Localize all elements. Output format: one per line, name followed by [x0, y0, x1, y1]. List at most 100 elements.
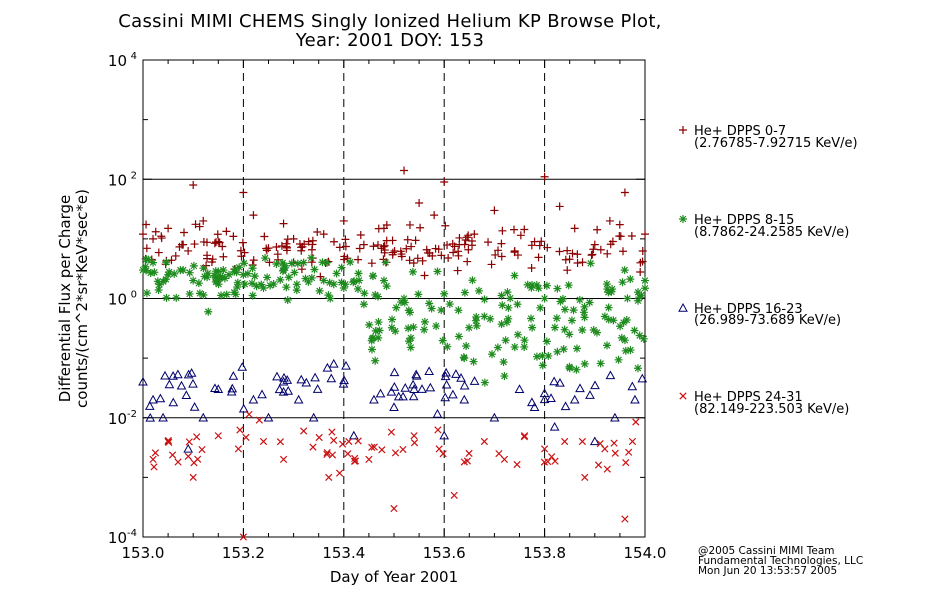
series-1-sample-22 — [176, 266, 185, 275]
series-0-point-20 — [430, 211, 439, 220]
series-2-point-9 — [263, 412, 274, 422]
series-0-sample-36 — [282, 246, 291, 255]
series-2-sample-53 — [310, 372, 320, 382]
series-1-sample-220 — [381, 258, 390, 267]
series-3-sample-4 — [387, 428, 396, 436]
series-3-sample-22 — [150, 463, 158, 471]
series-3-point-11 — [365, 455, 373, 464]
series-2-sample-47 — [160, 370, 170, 380]
series-1-sample-125 — [409, 323, 418, 332]
series-3-point-20 — [561, 437, 569, 446]
series-2-sample-8 — [408, 391, 419, 401]
y-axis-title: Differential Flux per Charge — [56, 195, 74, 403]
legend-marker-0 — [679, 126, 687, 134]
series-2-sample-65 — [469, 376, 480, 385]
y-tick-exp-2: 0 — [131, 290, 137, 301]
series-2-sample-67 — [398, 391, 408, 401]
series-2-sample-61 — [168, 397, 179, 407]
series-1-sample-79 — [503, 288, 512, 297]
series-0-point-2 — [164, 224, 173, 233]
series-0-sample-179 — [578, 258, 587, 267]
series-3-sample-55 — [611, 449, 619, 457]
legend-marker-1 — [679, 215, 687, 223]
series-2-sample-36 — [546, 393, 556, 402]
series-3-point-8 — [300, 427, 308, 435]
series-0-sample-60 — [416, 223, 425, 232]
series-0-point-32 — [620, 188, 629, 197]
series-1-sample-184 — [520, 342, 529, 351]
series-1-sample-154 — [497, 291, 506, 300]
series-1-sample-177 — [437, 306, 446, 315]
series-1-sample-236 — [272, 259, 281, 268]
series-1-sample-156 — [371, 356, 380, 365]
series-1-sample-228 — [323, 258, 332, 267]
series-2-sample-37 — [189, 402, 200, 411]
series-1-sample-11 — [553, 284, 562, 293]
series-2-point-6 — [213, 384, 224, 394]
series-1-sample-223 — [146, 268, 155, 277]
series-1-sample-108 — [284, 273, 293, 282]
series-3-sample-9 — [344, 450, 352, 458]
series-0-sample-13 — [142, 220, 151, 229]
series-0-sample-151 — [265, 258, 274, 267]
series-1-sample-174 — [493, 343, 502, 352]
series-0-sample-122 — [454, 251, 463, 260]
series-0-sample-50 — [405, 220, 414, 229]
series-1-sample-239 — [575, 295, 584, 304]
series-3-point-17 — [500, 455, 509, 464]
series-1-sample-195 — [373, 292, 382, 301]
series-2-sample-20 — [210, 383, 220, 393]
series-1-point-26 — [620, 336, 629, 345]
series-0-point-1 — [149, 234, 158, 243]
series-0-sample-177 — [565, 255, 574, 264]
series-1-point-15 — [400, 294, 409, 303]
series-2-sample-41 — [560, 401, 571, 411]
series-2-point-22 — [514, 384, 525, 394]
series-0-sample-86 — [335, 243, 344, 252]
legend-range-0: (2.76785-7.92715 KeV/e) — [694, 136, 858, 151]
series-1-sample-20 — [414, 290, 423, 299]
series-0-sample-170 — [203, 251, 212, 260]
series-1-sample-59 — [616, 322, 625, 331]
series-2-sample-52 — [627, 381, 638, 391]
series-2-point-16 — [389, 402, 399, 411]
series-0-sample-55 — [467, 236, 476, 245]
series-0-sample-96 — [589, 245, 598, 254]
series-3-sample-44 — [370, 443, 378, 451]
series-0-sample-67 — [616, 232, 625, 241]
series-1-sample-191 — [354, 269, 363, 278]
series-1-sample-172 — [580, 313, 589, 322]
x-tick-label-5: 154.0 — [624, 544, 667, 562]
series-2-sample-15 — [301, 377, 312, 387]
series-1-sample-129 — [536, 303, 545, 312]
series-0-sample-81 — [428, 251, 437, 260]
series-1-sample-65 — [538, 351, 547, 360]
series-1-point-22 — [540, 294, 549, 303]
series-1-sample-106 — [528, 280, 537, 289]
legend-label-0: He+ DPPS 0-7 — [694, 124, 786, 139]
series-3-sample-43 — [378, 446, 386, 454]
series-1-sample-27 — [486, 314, 495, 323]
series-1-sample-193 — [310, 265, 319, 274]
series-0-sample-38 — [444, 253, 453, 262]
series-1-sample-128 — [141, 262, 150, 271]
series-0-sample-103 — [313, 227, 322, 236]
series-1-point-19 — [480, 312, 489, 321]
series-2-sample-66 — [145, 412, 156, 422]
series-0-point-33 — [641, 230, 649, 239]
series-1-sample-219 — [263, 273, 272, 282]
series-2-sample-0 — [339, 375, 349, 385]
series-1-sample-155 — [341, 280, 350, 289]
series-1-sample-201 — [230, 288, 239, 297]
series-1-sample-224 — [217, 291, 226, 300]
series-2-sample-43 — [459, 380, 470, 390]
series-1-sample-113 — [528, 323, 537, 332]
legend-marker-3 — [679, 392, 687, 400]
series-0-sample-134 — [527, 241, 536, 250]
series-0-sample-100 — [238, 238, 247, 247]
series-1-sample-41 — [218, 272, 227, 281]
series-1-sample-109 — [162, 293, 171, 302]
series-3-sample-31 — [513, 460, 521, 469]
series-0-sample-111 — [513, 251, 522, 260]
series-1-sample-120 — [556, 297, 565, 306]
